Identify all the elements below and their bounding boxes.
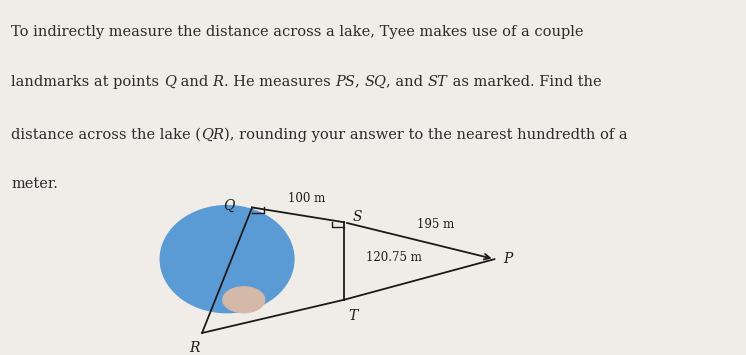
Text: as marked. Find the: as marked. Find the	[448, 75, 601, 88]
Text: R: R	[189, 341, 200, 355]
Text: P: P	[503, 252, 513, 266]
Text: Q: Q	[164, 75, 176, 88]
Text: Q: Q	[223, 198, 234, 213]
Text: , and: , and	[386, 75, 428, 88]
Text: and: and	[176, 75, 213, 88]
Ellipse shape	[223, 287, 265, 313]
Text: ST: ST	[428, 75, 448, 88]
Text: To indirectly measure the distance across a lake, Tyee makes use of a couple: To indirectly measure the distance acros…	[11, 25, 583, 39]
Text: . He measures: . He measures	[224, 75, 335, 88]
Text: 195 m: 195 m	[417, 218, 454, 231]
Text: 100 m: 100 m	[288, 192, 325, 205]
Text: distance across the lake (: distance across the lake (	[11, 128, 201, 142]
Text: R: R	[213, 75, 224, 88]
Text: ,: ,	[355, 75, 364, 88]
Text: QR: QR	[201, 128, 224, 142]
Text: SQ: SQ	[364, 75, 386, 88]
Text: 120.75 m: 120.75 m	[366, 251, 422, 264]
Text: PS: PS	[335, 75, 355, 88]
Text: landmarks at points: landmarks at points	[11, 75, 164, 88]
Text: ), rounding your answer to the nearest hundredth of a: ), rounding your answer to the nearest h…	[224, 128, 627, 142]
Text: meter.: meter.	[11, 178, 58, 191]
Ellipse shape	[160, 206, 294, 313]
Text: S: S	[352, 210, 362, 224]
Text: T: T	[348, 309, 357, 323]
